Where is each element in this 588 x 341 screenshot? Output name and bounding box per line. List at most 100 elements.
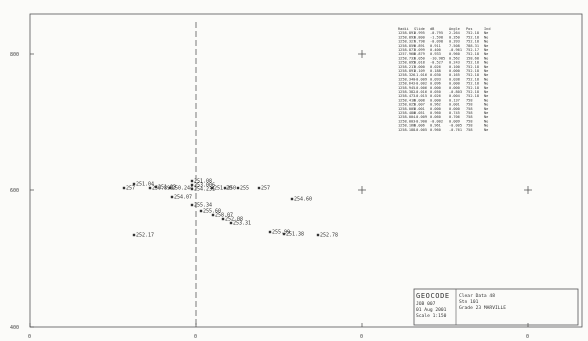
table-cell: -0.005: [449, 124, 462, 128]
station-point: [236, 186, 240, 190]
table-cell: 0.050: [414, 56, 425, 60]
table-cell: 0.137: [449, 98, 460, 102]
table-header: Radii: [398, 27, 409, 31]
table-cell: 0.006: [414, 124, 425, 128]
station-label: 251.20: [214, 186, 232, 192]
table-cell: Ne: [484, 48, 488, 52]
table-cell: -0.009: [414, 77, 427, 81]
station-label: 254.231: [194, 187, 215, 193]
table-cell: 1258.217: [398, 65, 415, 69]
title-block-right-line: Grade 23 MARVILLE: [459, 305, 506, 311]
table-cell: 758: [466, 124, 473, 128]
table-cell: Ne: [484, 65, 488, 69]
station-label: 258.07: [215, 213, 233, 219]
table-cell: 1258.003: [398, 119, 415, 123]
table-cell: 1258.733: [398, 56, 415, 60]
table-cell: 1258.859: [398, 44, 415, 48]
station-point: [190, 179, 194, 183]
table-header: Angle: [449, 27, 460, 31]
station-point: [148, 186, 152, 190]
table-cell: 1258.340: [398, 77, 415, 81]
table-cell: 0.961: [430, 124, 441, 128]
table-cell: 0.096: [430, 82, 441, 86]
axis-ticks: 800 600 400 0 0 0 0: [10, 52, 529, 340]
table-cell: -0.761: [449, 128, 462, 132]
table-cell: 0.000: [449, 82, 460, 86]
table-cell: Ne: [484, 61, 488, 65]
left-tick-label: 800: [10, 52, 19, 58]
table-cell: 0.000: [414, 65, 425, 69]
station-label: 250.896: [152, 186, 173, 192]
table-cell: 0.960: [430, 111, 441, 115]
table-cell: 7.508: [449, 44, 460, 48]
bottom-tick-label: 0: [28, 334, 31, 340]
station-point: [211, 213, 215, 217]
table-cell: 0.000: [449, 86, 460, 90]
table-cell: 0.026: [430, 94, 441, 98]
station-label: 255.99: [272, 230, 290, 236]
station-point: [170, 195, 174, 199]
station-point: [257, 186, 261, 190]
table-cell: -0.006: [414, 86, 427, 90]
bottom-tick-label: 0: [360, 334, 363, 340]
table-cell: Ne: [484, 86, 488, 90]
table-header: Slide: [414, 27, 425, 31]
station-point: [290, 197, 294, 201]
table-cell: -0.005: [414, 128, 427, 132]
table-cell: 0.030: [430, 73, 441, 77]
table-cell: 1258.480: [398, 111, 415, 115]
station-label: 251.38: [286, 232, 304, 238]
table-cell: -0.098: [430, 40, 443, 44]
table-cell: 0.393: [449, 40, 460, 44]
table-cell: 0.026: [430, 65, 441, 69]
table-cell: 752.18: [466, 94, 479, 98]
station-point: [190, 187, 194, 191]
title-block-left-line: 01 Aug 2001: [416, 307, 447, 313]
table-cell: 0.562: [449, 56, 460, 60]
table-cell: -0.795: [430, 31, 443, 35]
table-cell: 0.243: [449, 61, 460, 65]
table-cell: Ne: [484, 94, 488, 98]
table-cell: -0.016: [414, 90, 427, 94]
table-cell: 0.960: [430, 128, 441, 132]
table-cell: 758: [466, 103, 473, 107]
table-cell: 0.000: [430, 86, 441, 90]
table-cell: -10.985: [430, 56, 445, 60]
station-point: [122, 186, 126, 190]
title-block-border: [413, 288, 579, 326]
station-label: 257: [126, 186, 135, 192]
table-cell: 752.18: [466, 31, 479, 35]
station-label: 255.60: [203, 209, 221, 215]
table-cell: 0.400: [430, 48, 441, 52]
table-cell: Ne: [484, 115, 488, 119]
station-label: 252.17: [136, 233, 154, 239]
table-cell: Ne: [484, 107, 488, 111]
station-point: [154, 185, 158, 189]
station-point: [221, 217, 225, 221]
table-cell: 758: [466, 107, 473, 111]
station-label: 253.31: [233, 221, 251, 227]
table-cell: 1258.891: [398, 69, 415, 73]
table-cell: Ne: [484, 52, 488, 56]
table-cell: Ne: [484, 56, 488, 60]
table-cell: 0.099: [414, 48, 425, 52]
table-cell: 1258.188: [398, 128, 415, 132]
table-cell: 752.18: [466, 86, 479, 90]
table-cell: 0.350: [449, 35, 460, 39]
title-block-right-line: Stn 101: [459, 299, 479, 305]
table-cell: -0.961: [449, 48, 462, 52]
station-label: 250: [227, 186, 236, 192]
station-point: [132, 182, 136, 186]
station-label: 254.07: [174, 195, 192, 201]
table-cell: 758: [466, 98, 473, 102]
station-point: [168, 186, 172, 190]
table-header: dB: [430, 27, 434, 31]
table-cell: 752.17: [466, 48, 479, 52]
table-cell: 752.18: [466, 61, 479, 65]
title-block-logo: GEOCODE: [416, 292, 450, 300]
table-header: Pos: [466, 27, 473, 31]
table-cell: 0.008: [414, 98, 425, 102]
table-cell: 0.000: [430, 98, 441, 102]
station-label: 253.006: [194, 183, 215, 189]
